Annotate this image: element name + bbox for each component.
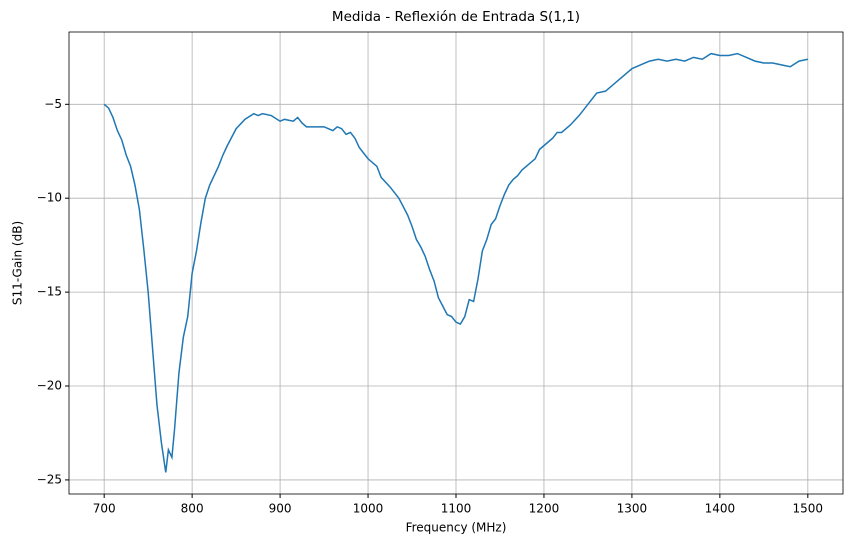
x-tick-label: 1400 — [705, 502, 736, 516]
x-tick-label: 1500 — [793, 502, 824, 516]
x-tick-label: 1300 — [617, 502, 648, 516]
x-tick-label: 1200 — [529, 502, 560, 516]
y-tick-label: −25 — [37, 472, 62, 486]
y-tick-label: −20 — [37, 379, 62, 393]
chart-title: Medida - Reflexión de Entrada S(1,1) — [332, 9, 580, 25]
y-tick-label: −5 — [44, 97, 62, 111]
x-tick-label: 900 — [269, 502, 292, 516]
y-tick-label: −10 — [37, 191, 62, 205]
y-tick-label: −15 — [37, 285, 62, 299]
data-line — [103, 52, 808, 473]
plot-frame — [68, 31, 844, 495]
x-tick-label: 1100 — [441, 502, 472, 516]
x-axis-label: Frequency (MHz) — [406, 521, 507, 535]
x-tick-label: 700 — [93, 502, 116, 516]
x-tick-label: 800 — [181, 502, 204, 516]
x-tick-label: 1000 — [353, 502, 384, 516]
y-axis-label: S11-Gain (dB) — [11, 221, 25, 305]
